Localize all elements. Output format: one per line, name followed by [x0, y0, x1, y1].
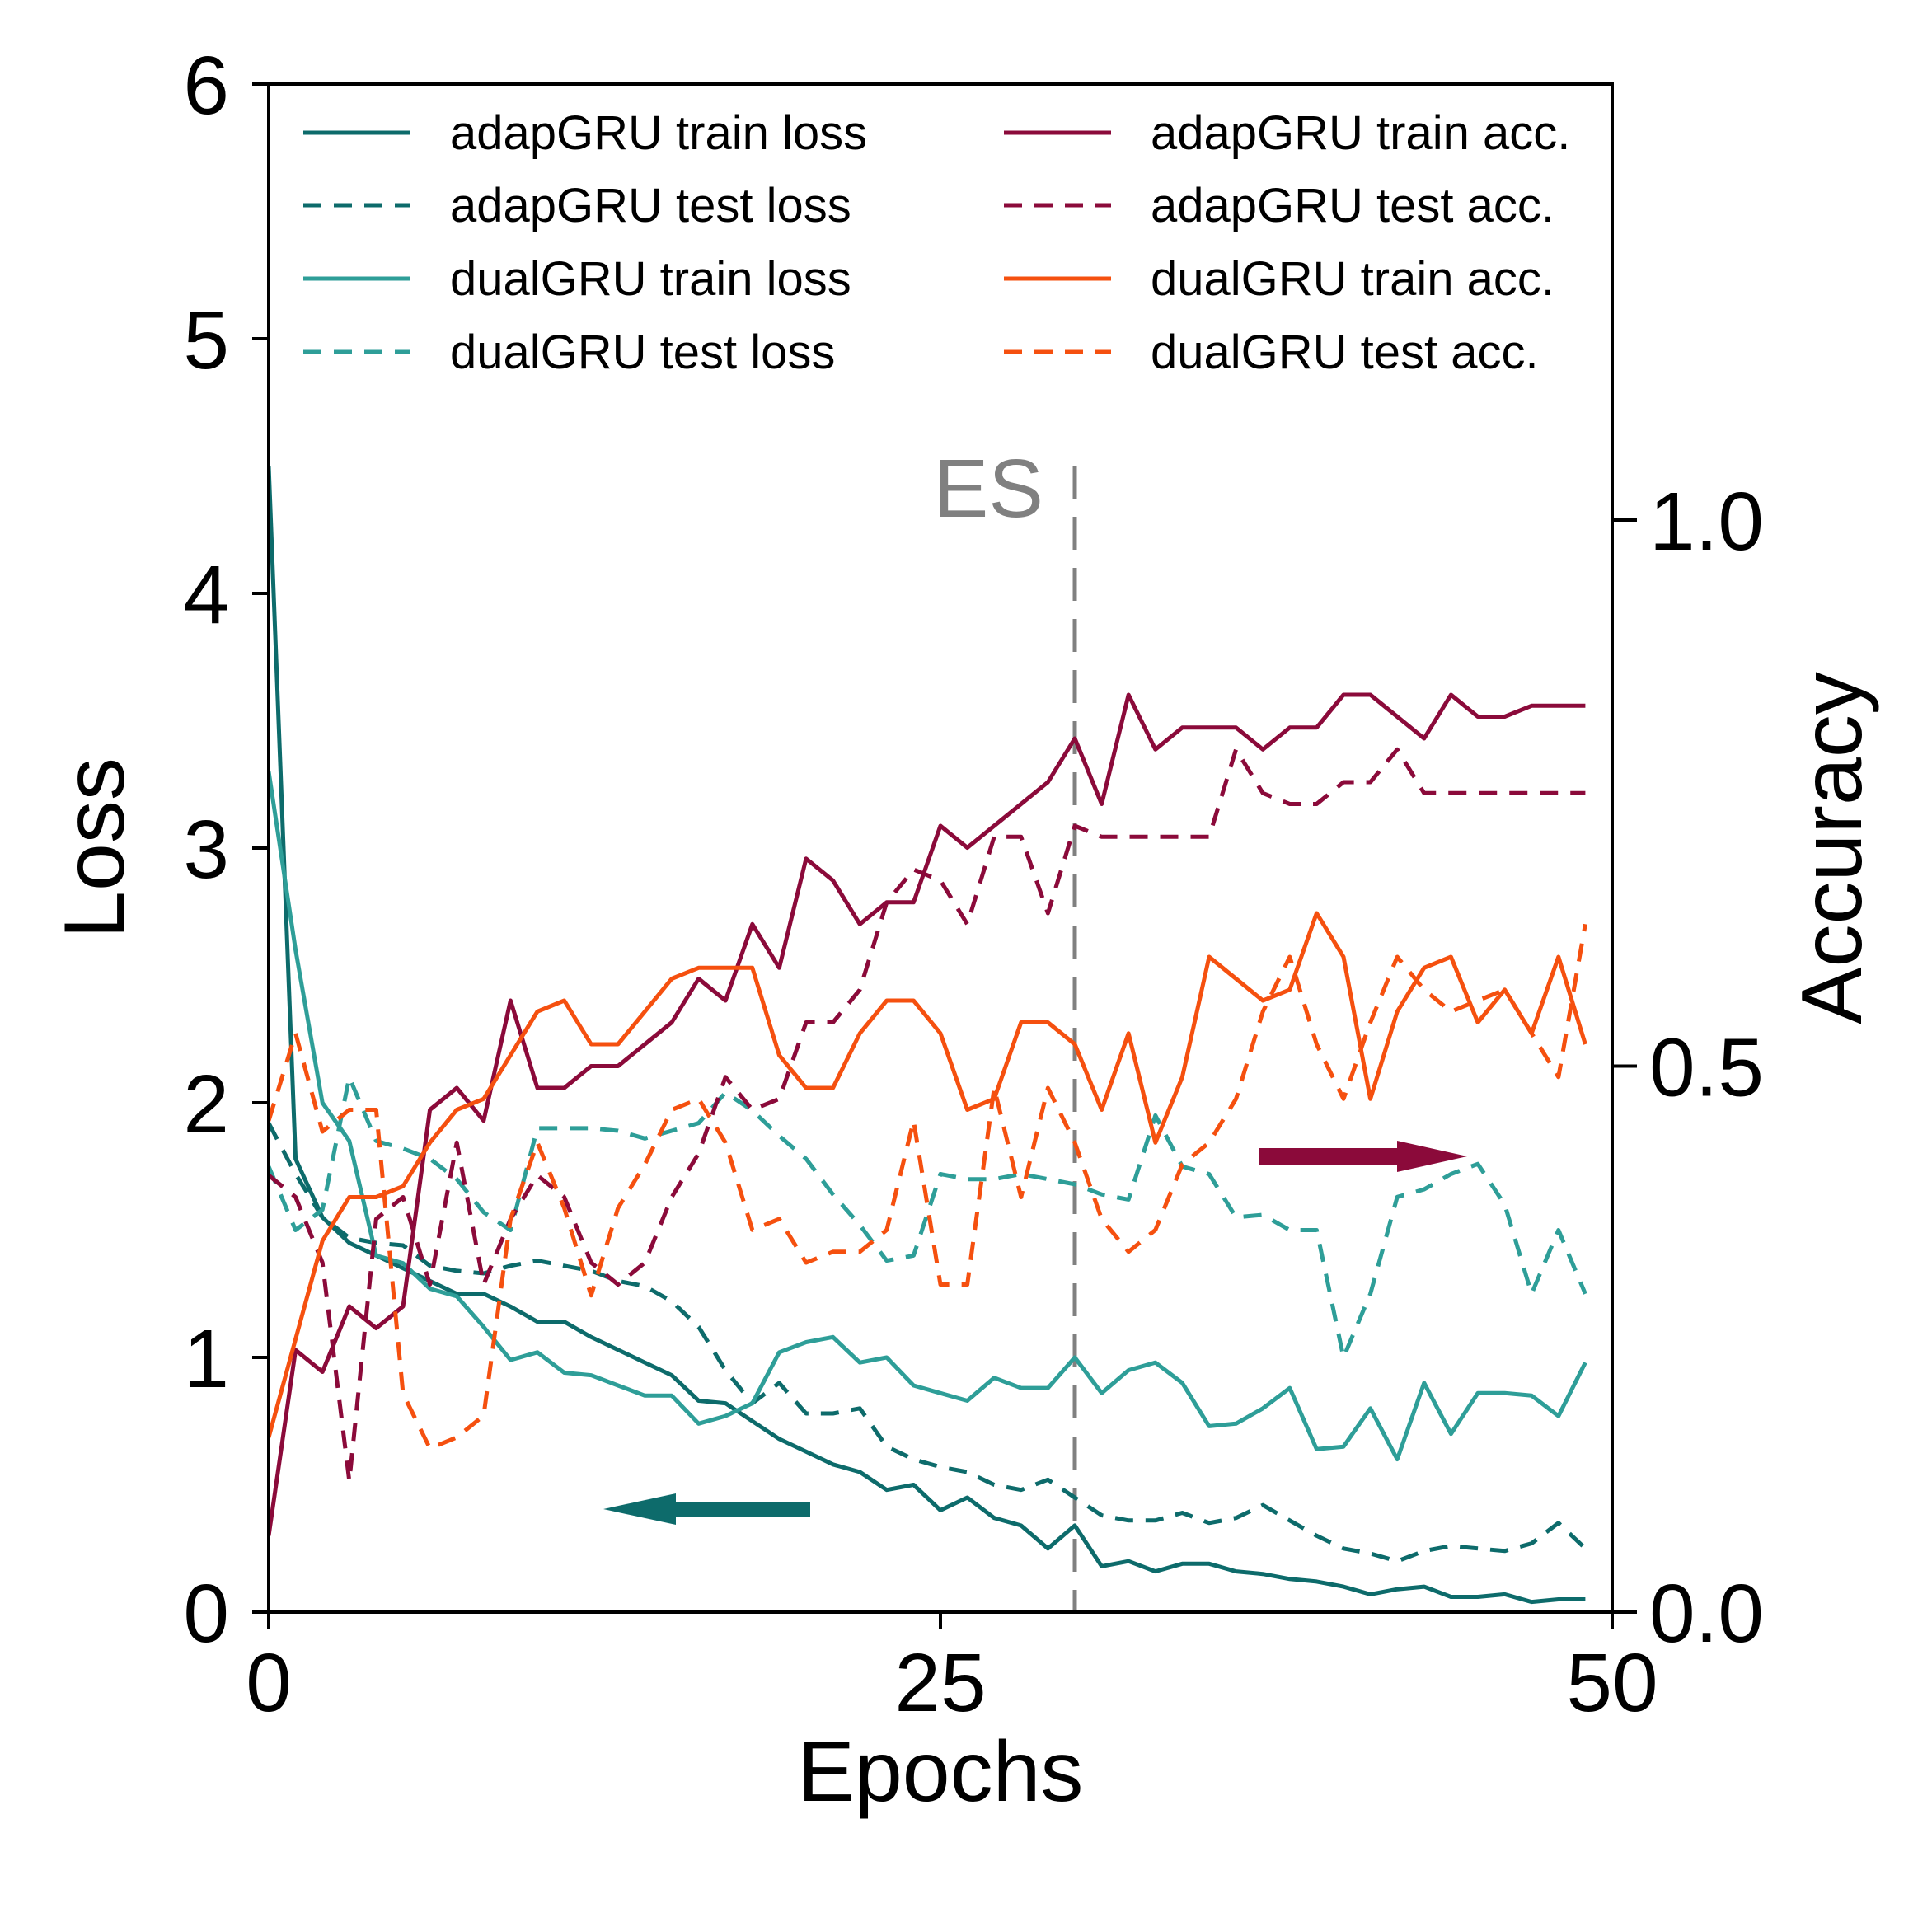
- y-tick-label: 5: [183, 294, 229, 387]
- x-tick-label: 50: [1566, 1637, 1658, 1729]
- y-axis-label: Loss: [47, 757, 143, 939]
- x-tick-label: 0: [246, 1637, 292, 1729]
- y2-tick-label: 1.0: [1649, 476, 1764, 568]
- y-tick-label: 3: [183, 804, 229, 896]
- legend-label: dualGRU test acc.: [1151, 326, 1539, 379]
- series-line-5: [269, 747, 1586, 1484]
- legend-label: dualGRU train acc.: [1151, 252, 1555, 306]
- series-line-3: [269, 1075, 1587, 1360]
- legend-label: dualGRU train loss: [450, 252, 851, 306]
- accuracy-axis-arrow: [1259, 1141, 1467, 1172]
- y2-axis-label: Accuracy: [1784, 672, 1880, 1024]
- series-line-6: [269, 911, 1587, 1438]
- x-axis-label: Epochs: [798, 1724, 1084, 1820]
- series-line-7: [269, 923, 1587, 1451]
- plot-frame: [267, 82, 1614, 1614]
- y-tick-label: 1: [183, 1313, 229, 1405]
- series-line-4: [269, 692, 1586, 1536]
- loss-axis-arrow: [603, 1493, 810, 1525]
- legend-label: adapGRU train acc.: [1151, 106, 1570, 160]
- series-group: [269, 466, 1587, 1605]
- series-line-2: [269, 771, 1587, 1462]
- legend-label: adapGRU test acc.: [1151, 179, 1555, 232]
- y2-tick-label: 0.0: [1649, 1568, 1764, 1660]
- y-tick-label: 2: [183, 1058, 229, 1151]
- y2-tick-label: 0.5: [1649, 1022, 1764, 1114]
- legend: adapGRU train loss adapGRU test loss dualG…: [303, 106, 1570, 379]
- y-tick-label: 4: [183, 549, 229, 641]
- legend-label: adapGRU train loss: [450, 106, 867, 160]
- y-tick-label: 6: [183, 40, 229, 132]
- series-line-0: [269, 466, 1586, 1605]
- legend-label: dualGRU test loss: [450, 326, 835, 379]
- y-axis-left: 0 1 2 3 4 5 6: [183, 40, 269, 1660]
- y-axis-right: 0.0 0.5 1.0: [1612, 476, 1764, 1660]
- legend-label: adapGRU test loss: [450, 179, 851, 232]
- x-tick-label: 25: [894, 1637, 986, 1729]
- y-tick-label: 0: [183, 1568, 229, 1660]
- early-stopping-marker: ES: [934, 443, 1077, 1612]
- x-axis: 0 25 50: [246, 1612, 1658, 1729]
- early-stopping-label: ES: [934, 443, 1043, 535]
